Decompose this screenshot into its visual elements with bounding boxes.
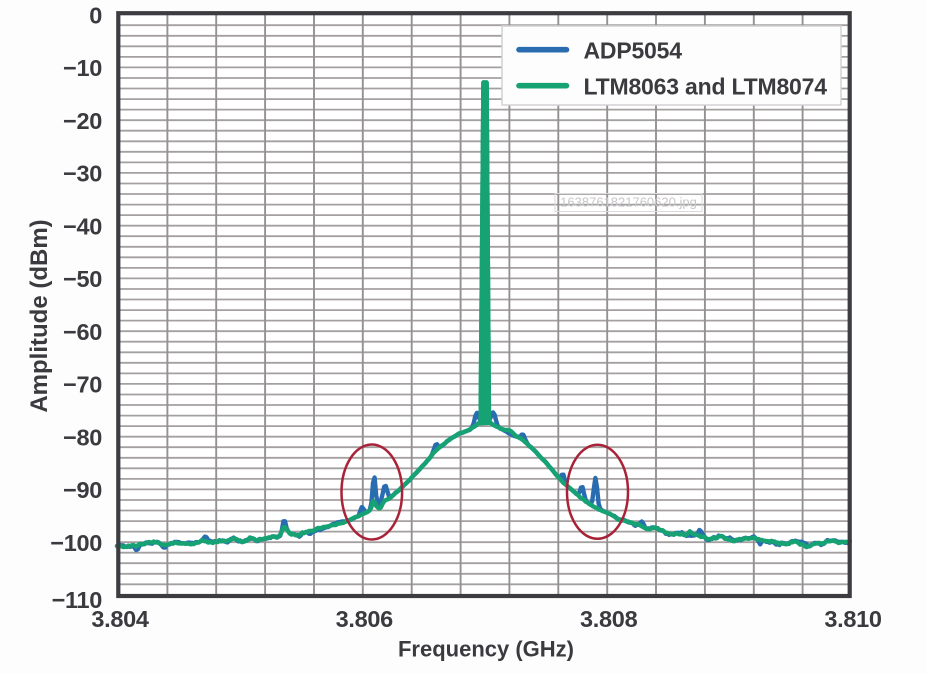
svg-text:Amplitude (dBm): Amplitude (dBm)	[26, 219, 53, 412]
svg-text:3.806: 3.806	[336, 606, 394, 632]
svg-text:−70: −70	[63, 372, 102, 398]
svg-text:3.810: 3.810	[824, 606, 882, 632]
svg-text:3.804: 3.804	[91, 606, 149, 632]
svg-text:−90: −90	[63, 477, 102, 503]
svg-text:−60: −60	[63, 319, 102, 345]
svg-text:−20: −20	[63, 108, 102, 134]
svg-text:−40: −40	[63, 213, 102, 239]
svg-text:Frequency (GHz): Frequency (GHz)	[398, 637, 574, 662]
svg-text:3.808: 3.808	[580, 606, 638, 632]
svg-text:LTM8063 and LTM8074: LTM8063 and LTM8074	[584, 73, 828, 99]
svg-text:−80: −80	[63, 424, 102, 450]
svg-text:−100: −100	[50, 530, 102, 556]
svg-text:−10: −10	[63, 55, 102, 81]
svg-text:−50: −50	[63, 266, 102, 292]
svg-text:−30: −30	[63, 161, 102, 187]
svg-text:−110: −110	[52, 587, 103, 613]
svg-text:0: 0	[89, 2, 102, 28]
svg-text:ADP5054: ADP5054	[584, 37, 683, 63]
svg-text:1638761821760620.jpg: 1638761821760620.jpg	[560, 195, 697, 210]
